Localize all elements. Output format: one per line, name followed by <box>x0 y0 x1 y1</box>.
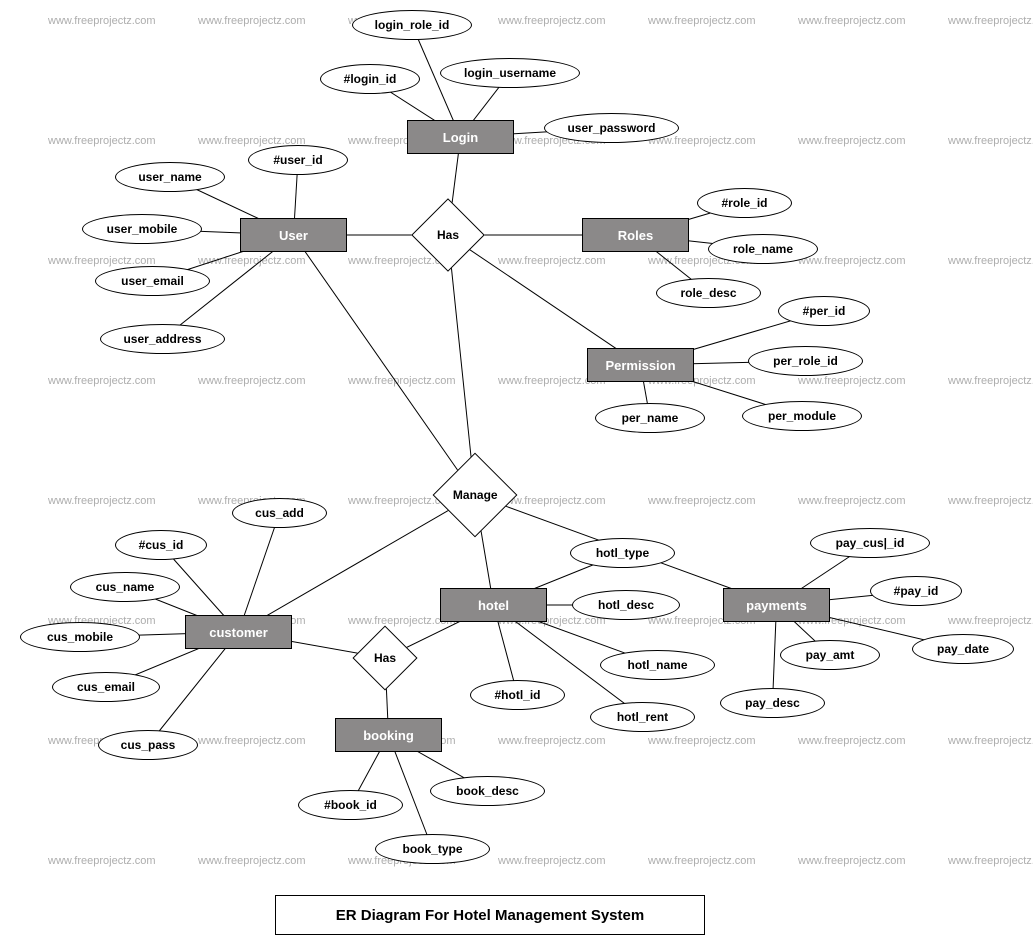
attribute-cus_name: cus_name <box>70 572 180 602</box>
watermark-text: www.freeprojectz.com <box>48 15 156 27</box>
er-diagram-canvas: www.freeprojectz.com www.freeprojectz.com… <box>0 0 1033 941</box>
watermark-text: www.freeprojectz.com <box>498 15 606 27</box>
watermark-text: www.freeprojectz.com <box>798 135 906 147</box>
attribute-user_mobile: user_mobile <box>82 214 202 244</box>
attribute-login_role_id: login_role_id <box>352 10 472 40</box>
watermark-text: www.freeprojectz.com <box>198 375 306 387</box>
attribute-hotl_rent: hotl_rent <box>590 702 695 732</box>
watermark-text: www.freeprojectz.com <box>48 135 156 147</box>
attribute-per_module: per_module <box>742 401 862 431</box>
attribute-role_name: role_name <box>708 234 818 264</box>
attribute-user_address: user_address <box>100 324 225 354</box>
watermark-text: www.freeprojectz.com <box>648 855 756 867</box>
diagram-title: ER Diagram For Hotel Management System <box>275 895 705 935</box>
attribute-user_password: user_password <box>544 113 679 143</box>
attribute-pay_cus_id: pay_cus|_id <box>810 528 930 558</box>
attribute-cus_mobile: cus_mobile <box>20 622 140 652</box>
watermark-text: www.freeprojectz.com <box>948 15 1033 27</box>
entity-permission: Permission <box>587 348 694 382</box>
watermark-text: www.freeprojectz.com <box>198 735 306 747</box>
entity-booking: booking <box>335 718 442 752</box>
attribute-pay_id: #pay_id <box>870 576 962 606</box>
relationship-label: Manage <box>453 488 498 502</box>
watermark-text: www.freeprojectz.com <box>48 855 156 867</box>
attribute-cus_pass: cus_pass <box>98 730 198 760</box>
attribute-hotl_type: hotl_type <box>570 538 675 568</box>
entity-customer: customer <box>185 615 292 649</box>
watermark-text: www.freeprojectz.com <box>798 375 906 387</box>
watermark-text: www.freeprojectz.com <box>948 735 1033 747</box>
attribute-hotl_desc: hotl_desc <box>572 590 680 620</box>
attribute-user_name: user_name <box>115 162 225 192</box>
attribute-cus_id: #cus_id <box>115 530 207 560</box>
relationship-manage: Manage <box>433 453 518 538</box>
watermark-text: www.freeprojectz.com <box>948 375 1033 387</box>
attribute-pay_amt: pay_amt <box>780 640 880 670</box>
entity-login: Login <box>407 120 514 154</box>
watermark-text: www.freeprojectz.com <box>348 375 456 387</box>
watermark-text: www.freeprojectz.com <box>798 15 906 27</box>
watermark-text: www.freeprojectz.com <box>948 855 1033 867</box>
attribute-role_id: #role_id <box>697 188 792 218</box>
entity-hotel: hotel <box>440 588 547 622</box>
watermark-text: www.freeprojectz.com <box>798 855 906 867</box>
watermark-text: www.freeprojectz.com <box>48 255 156 267</box>
watermark-text: www.freeprojectz.com <box>648 15 756 27</box>
watermark-text: www.freeprojectz.com <box>198 15 306 27</box>
entity-payments: payments <box>723 588 830 622</box>
attribute-pay_desc: pay_desc <box>720 688 825 718</box>
watermark-text: www.freeprojectz.com <box>498 855 606 867</box>
attribute-cus_add: cus_add <box>232 498 327 528</box>
watermark-text: www.freeprojectz.com <box>198 255 306 267</box>
relationship-has1: Has <box>411 198 485 272</box>
attribute-per_name: per_name <box>595 403 705 433</box>
attribute-hotl_name: hotl_name <box>600 650 715 680</box>
attribute-login_username: login_username <box>440 58 580 88</box>
watermark-text: www.freeprojectz.com <box>648 735 756 747</box>
watermark-text: www.freeprojectz.com <box>48 375 156 387</box>
relationship-has2: Has <box>352 625 417 690</box>
attribute-per_id: #per_id <box>778 296 870 326</box>
attribute-book_type: book_type <box>375 834 490 864</box>
watermark-text: www.freeprojectz.com <box>948 615 1033 627</box>
attribute-user_id: #user_id <box>248 145 348 175</box>
attribute-pay_date: pay_date <box>912 634 1014 664</box>
watermark-text: www.freeprojectz.com <box>798 735 906 747</box>
watermark-text: www.freeprojectz.com <box>948 255 1033 267</box>
attribute-per_role_id: per_role_id <box>748 346 863 376</box>
watermark-text: www.freeprojectz.com <box>648 495 756 507</box>
attribute-cus_email: cus_email <box>52 672 160 702</box>
relationship-label: Has <box>437 228 459 242</box>
entity-user: User <box>240 218 347 252</box>
attribute-user_email: user_email <box>95 266 210 296</box>
watermark-text: www.freeprojectz.com <box>798 495 906 507</box>
watermark-text: www.freeprojectz.com <box>948 135 1033 147</box>
attribute-book_id: #book_id <box>298 790 403 820</box>
relationship-label: Has <box>374 651 396 665</box>
watermark-text: www.freeprojectz.com <box>948 495 1033 507</box>
diagram-title-text: ER Diagram For Hotel Management System <box>336 907 644 924</box>
attribute-role_desc: role_desc <box>656 278 761 308</box>
watermark-text: www.freeprojectz.com <box>798 255 906 267</box>
watermark-text: www.freeprojectz.com <box>48 495 156 507</box>
attribute-hotl_id: #hotl_id <box>470 680 565 710</box>
entity-roles: Roles <box>582 218 689 252</box>
attribute-book_desc: book_desc <box>430 776 545 806</box>
watermark-text: www.freeprojectz.com <box>498 735 606 747</box>
attribute-login_id: #login_id <box>320 64 420 94</box>
watermark-text: www.freeprojectz.com <box>498 255 606 267</box>
watermark-text: www.freeprojectz.com <box>198 855 306 867</box>
